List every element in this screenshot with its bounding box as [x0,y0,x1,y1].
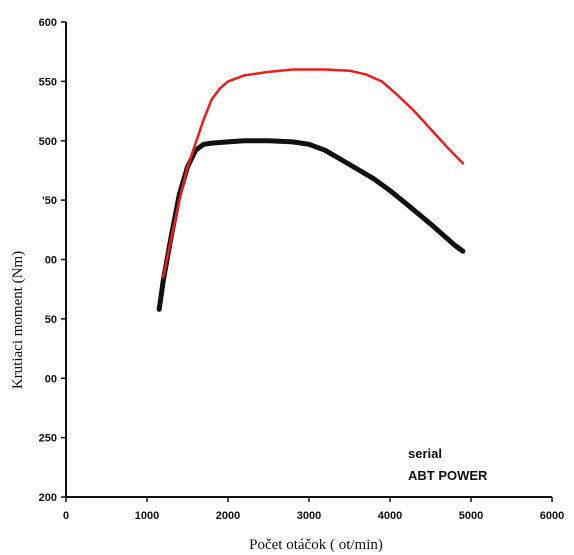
x-tick-label: 5000 [459,510,483,522]
x-tick-label: 1000 [135,510,159,522]
x-tick-label: 0 [63,510,69,522]
y-tick-label: '50 [42,195,57,207]
x-axis-ticks: 0 1000 2000 3000 4000 5000 6000 [63,497,564,522]
y-tick-label: 200 [39,492,57,504]
series-line-abt-power [161,68,465,279]
axes [65,22,552,498]
y-tick-label: 00 [45,255,57,267]
y-tick-label: 500 [39,136,57,148]
legend-entry-serial: serial [408,446,442,461]
y-tick-label: 600 [39,17,57,29]
x-tick-label: 2000 [216,510,240,522]
x-axis-title: Počet otáčok ( ot/min) [249,537,383,553]
y-tick-label: 00 [45,373,57,385]
legend-entry-abt-power: ABT POWER [408,468,488,483]
x-tick-label: 6000 [540,510,564,522]
y-axis-ticks: 200 250 00 50 00 '50 500 550 600 [39,17,66,504]
y-tick-label: 50 [45,314,57,326]
y-tick-label: 250 [39,433,57,445]
series-line-serial [156,138,466,312]
x-tick-label: 4000 [378,510,402,522]
y-axis-title: Krutiaci moment (Nm) [10,251,26,389]
series-layer [156,68,466,312]
y-tick-label: 550 [39,76,57,88]
x-tick-label: 3000 [297,510,321,522]
